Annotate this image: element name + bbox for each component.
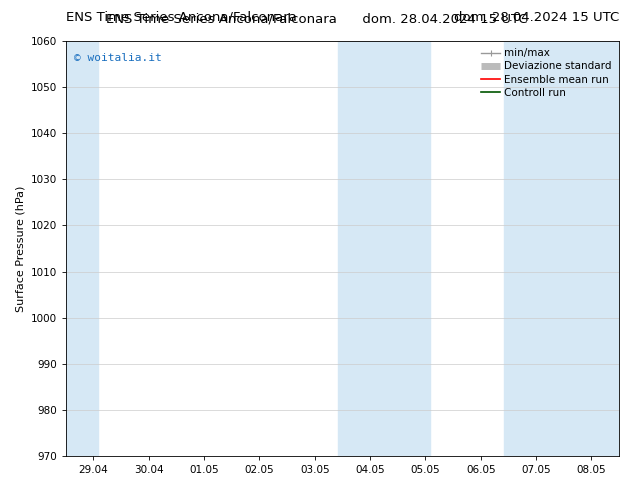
Bar — [66, 41, 98, 456]
Text: © woitalia.it: © woitalia.it — [74, 53, 162, 64]
Text: ENS Time Series Ancona/Falconara: ENS Time Series Ancona/Falconara — [66, 11, 297, 24]
Y-axis label: Surface Pressure (hPa): Surface Pressure (hPa) — [15, 185, 25, 312]
Legend: min/max, Deviazione standard, Ensemble mean run, Controll run: min/max, Deviazione standard, Ensemble m… — [477, 44, 616, 102]
Bar — [338, 41, 430, 456]
Text: ENS Time Series Ancona/Falconara      dom. 28.04.2024 15 UTC: ENS Time Series Ancona/Falconara dom. 28… — [106, 12, 528, 25]
Bar — [504, 41, 619, 456]
Text: dom. 28.04.2024 15 UTC: dom. 28.04.2024 15 UTC — [454, 11, 619, 24]
